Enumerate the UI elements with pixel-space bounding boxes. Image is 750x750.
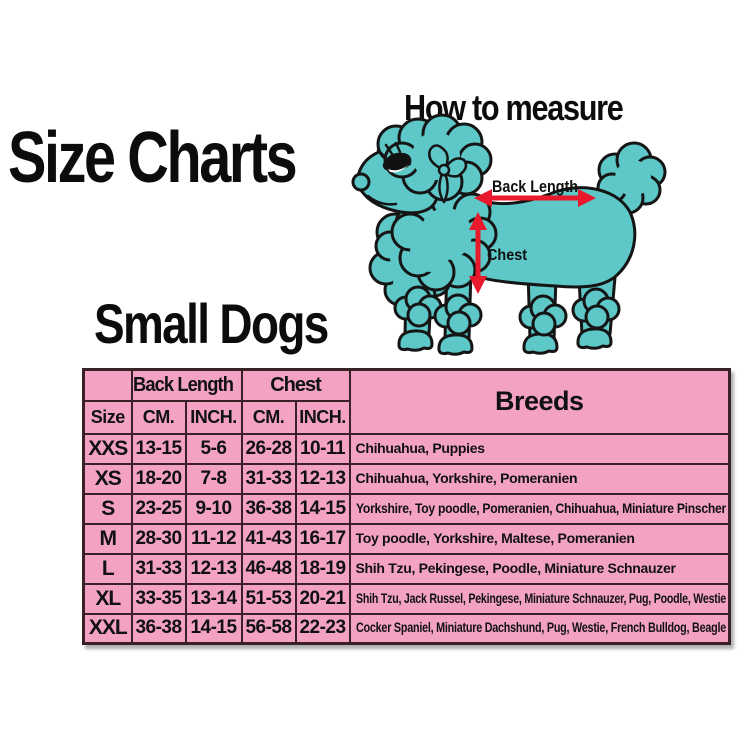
chest-inch-cell: 16-17 bbox=[294, 522, 351, 555]
back-inch-cell: 12-13 bbox=[184, 552, 243, 585]
chest-cm-cell: 41-43 bbox=[240, 522, 297, 555]
breeds-cell: Shih Tzu, Jack Russel, Pekingese, Miniat… bbox=[348, 582, 731, 615]
chest-cm-cell: 46-48 bbox=[240, 552, 297, 585]
poodle-illustration: Back Length Chest bbox=[351, 113, 667, 356]
size-cell: XL bbox=[82, 582, 133, 615]
chest-inch-cell: 14-15 bbox=[294, 492, 351, 525]
measure-illustration: Back Length Chest bbox=[350, 112, 695, 357]
chest-arrow-label: Chest bbox=[487, 247, 528, 264]
page-title: Size Charts bbox=[8, 118, 298, 198]
breeds-cell: Shih Tzu, Pekingese, Poodle, Miniature S… bbox=[348, 552, 731, 585]
size-cell: XXS bbox=[82, 432, 133, 465]
header-back-length: Back Length bbox=[130, 368, 243, 402]
chest-arrow bbox=[469, 212, 487, 294]
subheader-chest-cm: CM. bbox=[240, 399, 297, 435]
poodle-feet bbox=[397, 327, 613, 356]
back-cm-cell: 23-25 bbox=[130, 492, 187, 525]
chest-inch-cell: 20-21 bbox=[294, 582, 351, 615]
poodle-eye bbox=[376, 141, 412, 173]
back-inch-cell: 9-10 bbox=[184, 492, 243, 525]
subheader-size: Size bbox=[82, 399, 133, 435]
corner-cell bbox=[82, 368, 133, 402]
section-title-small-dogs: Small Dogs bbox=[94, 292, 329, 355]
back-cm-cell: 31-33 bbox=[130, 552, 187, 585]
header-chest: Chest bbox=[240, 368, 351, 402]
breeds-cell: Toy poodle, Yorkshire, Maltese, Pomerani… bbox=[348, 522, 731, 555]
small-dogs-size-table: Back Length Chest Breeds Size CM. INCH. … bbox=[82, 368, 732, 645]
table-row-xxl: XXL 36-38 14-15 56-58 22-23 Cocker Spani… bbox=[82, 612, 731, 645]
chest-inch-cell: 12-13 bbox=[294, 462, 351, 495]
size-cell: M bbox=[82, 522, 133, 555]
chest-cm-cell: 51-53 bbox=[240, 582, 297, 615]
back-length-arrow bbox=[474, 189, 596, 207]
breeds-cell: Chihuahua, Puppies bbox=[348, 432, 731, 465]
breeds-cell: Yorkshire, Toy poodle, Pomeranien, Chihu… bbox=[348, 492, 731, 525]
poodle-bow bbox=[428, 144, 468, 204]
header-breeds: Breeds bbox=[348, 368, 731, 435]
chest-cm-cell: 56-58 bbox=[240, 612, 297, 645]
breeds-cell: Cocker Spaniel, Miniature Dachshund, Pug… bbox=[348, 612, 731, 645]
poodle-nose bbox=[351, 172, 371, 192]
chest-inch-cell: 18-19 bbox=[294, 552, 351, 585]
table-row-s: S 23-25 9-10 36-38 14-15 Yorkshire, Toy … bbox=[82, 492, 731, 525]
back-cm-cell: 18-20 bbox=[130, 462, 187, 495]
table-row-xxs: XXS 13-15 5-6 26-28 10-11 Chihuahua, Pup… bbox=[82, 432, 731, 465]
poodle-smile bbox=[366, 194, 398, 206]
back-inch-cell: 14-15 bbox=[184, 612, 243, 645]
size-cell: XXL bbox=[82, 612, 133, 645]
subheader-chest-inch: INCH. bbox=[294, 399, 351, 435]
chest-cm-cell: 31-33 bbox=[240, 462, 297, 495]
chest-cm-cell: 36-38 bbox=[240, 492, 297, 525]
back-cm-cell: 13-15 bbox=[130, 432, 187, 465]
subheader-back-cm: CM. bbox=[130, 399, 187, 435]
table-row-xl: XL 33-35 13-14 51-53 20-21 Shih Tzu, Jac… bbox=[82, 582, 731, 615]
table-row-m: M 28-30 11-12 41-43 16-17 Toy poodle, Yo… bbox=[82, 522, 731, 555]
size-cell: XS bbox=[82, 462, 133, 495]
back-cm-cell: 33-35 bbox=[130, 582, 187, 615]
poodle-tail-pom bbox=[596, 141, 667, 215]
chest-inch-cell: 10-11 bbox=[294, 432, 351, 465]
back-inch-cell: 5-6 bbox=[184, 432, 243, 465]
back-inch-cell: 11-12 bbox=[184, 522, 243, 555]
back-length-arrow-label: Back Length bbox=[492, 177, 578, 196]
back-cm-cell: 28-30 bbox=[130, 522, 187, 555]
table-row-xs: XS 18-20 7-8 31-33 12-13 Chihuahua, York… bbox=[82, 462, 731, 495]
chest-inch-cell: 22-23 bbox=[294, 612, 351, 645]
table-row-l: L 31-33 12-13 46-48 18-19 Shih Tzu, Peki… bbox=[82, 552, 731, 585]
chest-cm-cell: 26-28 bbox=[240, 432, 297, 465]
back-inch-cell: 13-14 bbox=[184, 582, 243, 615]
subheader-back-inch: INCH. bbox=[184, 399, 243, 435]
back-cm-cell: 36-38 bbox=[130, 612, 187, 645]
size-cell: S bbox=[82, 492, 133, 525]
breeds-cell: Chihuahua, Yorkshire, Pomeranien bbox=[348, 462, 731, 495]
size-cell: L bbox=[82, 552, 133, 585]
back-inch-cell: 7-8 bbox=[184, 462, 243, 495]
